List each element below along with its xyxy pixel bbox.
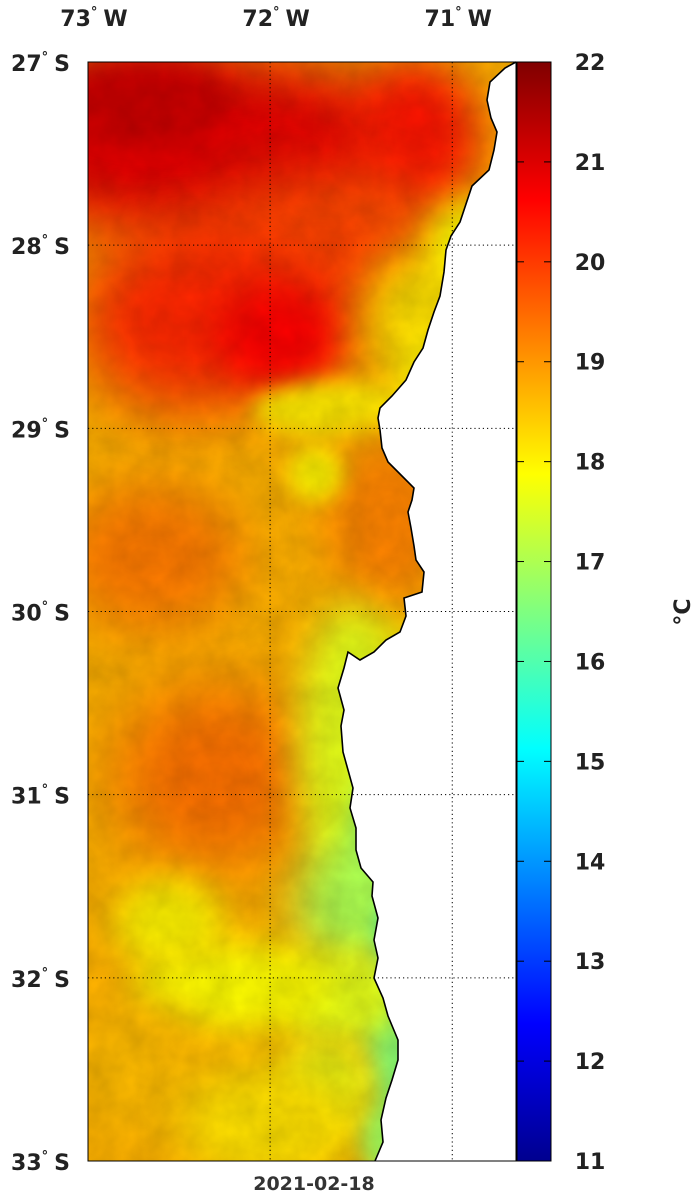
latitude-tick-label: 32° S	[11, 966, 70, 993]
longitude-tick-label: 73° W	[60, 5, 127, 32]
latitude-tick-label: 30° S	[11, 600, 70, 627]
map-frame	[87, 61, 517, 1162]
longitude-labels: 73° W 72° W 71° W	[60, 5, 492, 32]
sst-field	[88, 62, 516, 1161]
colorbar-tick-label: 18	[575, 451, 606, 476]
colorbar-tick-label: 20	[575, 251, 606, 276]
colorbar-tick-label: 13	[575, 950, 606, 975]
colorbar-tick-label: 12	[575, 1050, 606, 1075]
colorbar-tick-label: 17	[575, 551, 606, 576]
colorbar-tick-label: 16	[575, 650, 606, 675]
latitude-tick-label: 31° S	[11, 783, 70, 810]
colorbar-tick-label: 15	[575, 750, 606, 775]
latitude-labels: 27° S 28° S 29° S 30° S 31° S 32° S 33° S	[11, 50, 70, 1176]
longitude-tick-label: 72° W	[242, 5, 309, 32]
latitude-tick-label: 29° S	[11, 416, 70, 443]
colorbar-tick-label: 19	[575, 351, 606, 376]
colorbar-tick-label: 14	[575, 850, 606, 875]
colorbar	[516, 61, 552, 1162]
sst-patch	[379, 886, 435, 997]
latitude-tick-label: 27° S	[11, 50, 70, 77]
coastline	[337, 61, 517, 1162]
colorbar-tick-label: 11	[575, 1150, 606, 1175]
graticule-grid	[88, 62, 516, 1161]
colorbar-unit-label: °C	[671, 598, 696, 625]
longitude-tick-label: 71° W	[425, 5, 492, 32]
colorbar-ticks: 11 12 13 14 15 16 17 18 19 20 21 22	[517, 51, 605, 1175]
date-label: 2021-02-18	[253, 1173, 375, 1193]
colorbar-tick-label: 21	[575, 151, 606, 176]
latitude-tick-label: 33° S	[11, 1149, 70, 1176]
latitude-tick-label: 28° S	[11, 233, 70, 260]
colorbar-tick-label: 22	[575, 51, 606, 76]
